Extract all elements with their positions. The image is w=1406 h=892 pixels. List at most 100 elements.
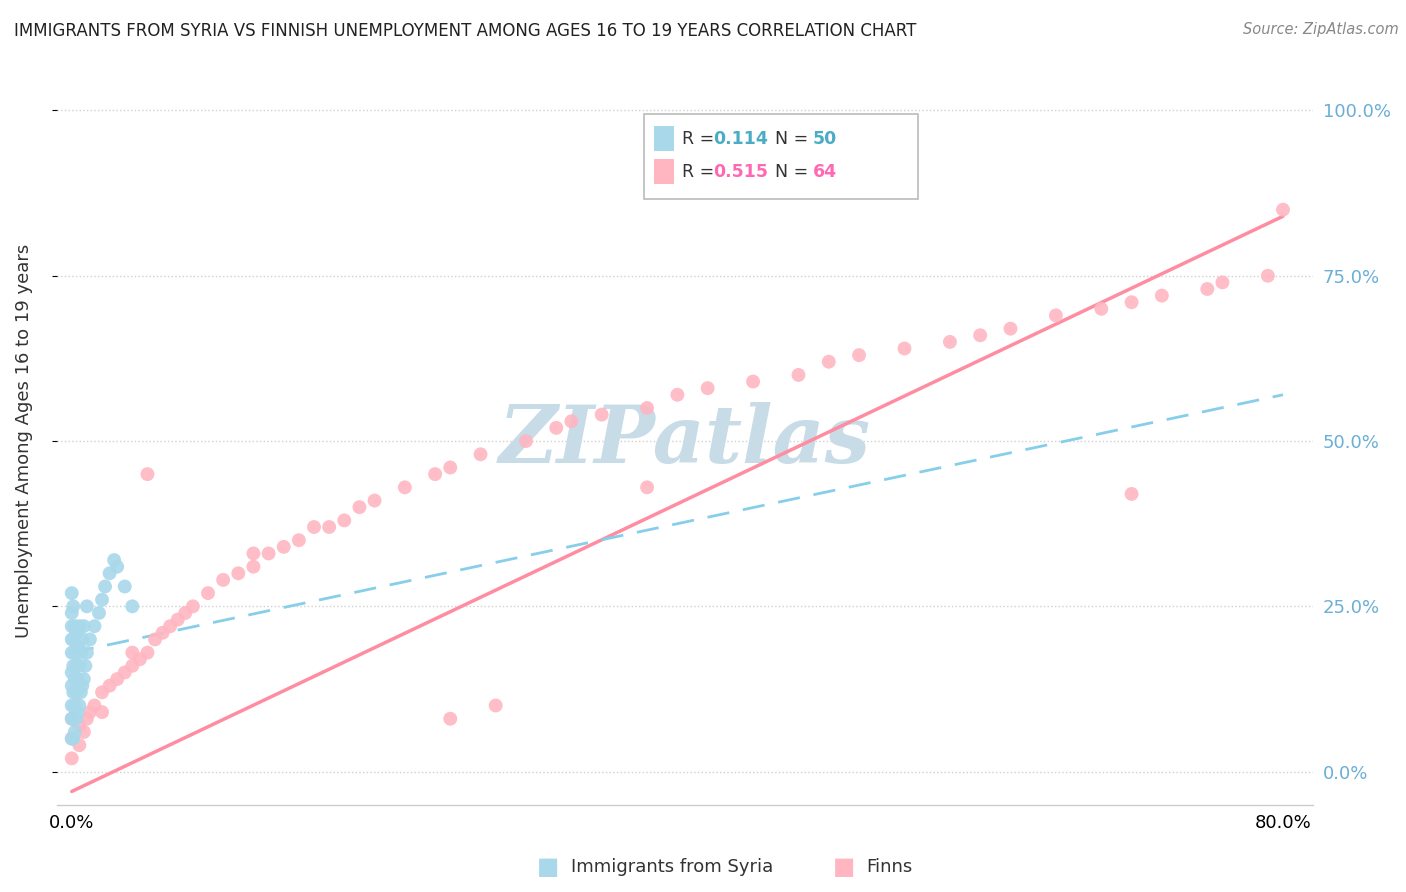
- Point: [848, 348, 870, 362]
- Point: [75, 658, 97, 673]
- Point: [65, 685, 87, 699]
- Point: [62, 731, 84, 746]
- Point: [83, 698, 105, 713]
- Point: [62, 658, 84, 673]
- Point: [696, 381, 718, 395]
- Text: Finns: Finns: [866, 858, 912, 876]
- Point: [1272, 202, 1295, 217]
- Point: [72, 632, 94, 647]
- Point: [166, 613, 188, 627]
- Point: [73, 672, 96, 686]
- Point: [742, 375, 765, 389]
- Point: [69, 646, 91, 660]
- Point: [1211, 276, 1233, 290]
- Point: [62, 632, 84, 647]
- Point: [63, 672, 86, 686]
- Point: [67, 698, 90, 713]
- Point: [439, 712, 461, 726]
- Point: [121, 658, 143, 673]
- Point: [76, 646, 98, 660]
- Point: [1150, 288, 1173, 302]
- Point: [105, 559, 128, 574]
- Text: Source: ZipAtlas.com: Source: ZipAtlas.com: [1243, 22, 1399, 37]
- Point: [181, 599, 204, 614]
- Text: 0.114: 0.114: [713, 130, 768, 148]
- Point: [76, 712, 98, 726]
- Point: [242, 546, 264, 560]
- Point: [318, 520, 340, 534]
- Point: [1121, 295, 1143, 310]
- Point: [63, 698, 86, 713]
- Point: [73, 725, 96, 739]
- Point: [69, 685, 91, 699]
- Point: [1257, 268, 1279, 283]
- Point: [197, 586, 219, 600]
- Point: [273, 540, 295, 554]
- Point: [666, 388, 689, 402]
- Text: ■: ■: [537, 855, 560, 879]
- Point: [62, 685, 84, 699]
- Point: [67, 658, 90, 673]
- Text: ■: ■: [832, 855, 855, 879]
- Point: [65, 712, 87, 726]
- Point: [63, 725, 86, 739]
- Point: [60, 698, 83, 713]
- Y-axis label: Unemployment Among Ages 16 to 19 years: Unemployment Among Ages 16 to 19 years: [15, 244, 32, 638]
- Text: N =: N =: [763, 130, 814, 148]
- Point: [60, 731, 83, 746]
- Point: [159, 619, 181, 633]
- Point: [91, 592, 114, 607]
- Point: [60, 679, 83, 693]
- Point: [65, 625, 87, 640]
- Point: [72, 679, 94, 693]
- Point: [817, 355, 839, 369]
- Point: [423, 467, 446, 482]
- Point: [98, 566, 121, 581]
- Point: [212, 573, 235, 587]
- Point: [136, 467, 159, 482]
- Point: [60, 646, 83, 660]
- Point: [349, 500, 371, 515]
- Point: [893, 342, 915, 356]
- Point: [485, 698, 508, 713]
- Point: [98, 679, 121, 693]
- Point: [87, 606, 110, 620]
- Text: 50: 50: [813, 130, 837, 148]
- Text: R =: R =: [682, 130, 720, 148]
- Point: [62, 712, 84, 726]
- Point: [65, 658, 87, 673]
- Point: [1197, 282, 1219, 296]
- Text: IMMIGRANTS FROM SYRIA VS FINNISH UNEMPLOYMENT AMONG AGES 16 TO 19 YEARS CORRELAT: IMMIGRANTS FROM SYRIA VS FINNISH UNEMPLO…: [14, 22, 917, 40]
- Point: [515, 434, 537, 448]
- Point: [470, 447, 492, 461]
- Point: [333, 513, 356, 527]
- Point: [174, 606, 197, 620]
- Point: [67, 718, 90, 732]
- Point: [67, 619, 90, 633]
- Point: [66, 639, 89, 653]
- Point: [67, 738, 90, 752]
- Point: [1121, 487, 1143, 501]
- Point: [560, 414, 582, 428]
- Point: [242, 559, 264, 574]
- Point: [257, 546, 280, 560]
- Point: [76, 599, 98, 614]
- Point: [302, 520, 325, 534]
- Point: [73, 619, 96, 633]
- Point: [60, 712, 83, 726]
- Point: [121, 599, 143, 614]
- Text: 0.515: 0.515: [713, 163, 768, 181]
- Point: [91, 705, 114, 719]
- Point: [152, 625, 174, 640]
- Point: [636, 401, 658, 415]
- Point: [91, 685, 114, 699]
- Point: [1000, 321, 1022, 335]
- Point: [1090, 301, 1112, 316]
- Point: [94, 580, 117, 594]
- Point: [439, 460, 461, 475]
- Point: [60, 632, 83, 647]
- Point: [60, 619, 83, 633]
- Point: [363, 493, 385, 508]
- Point: [128, 652, 150, 666]
- Point: [66, 672, 89, 686]
